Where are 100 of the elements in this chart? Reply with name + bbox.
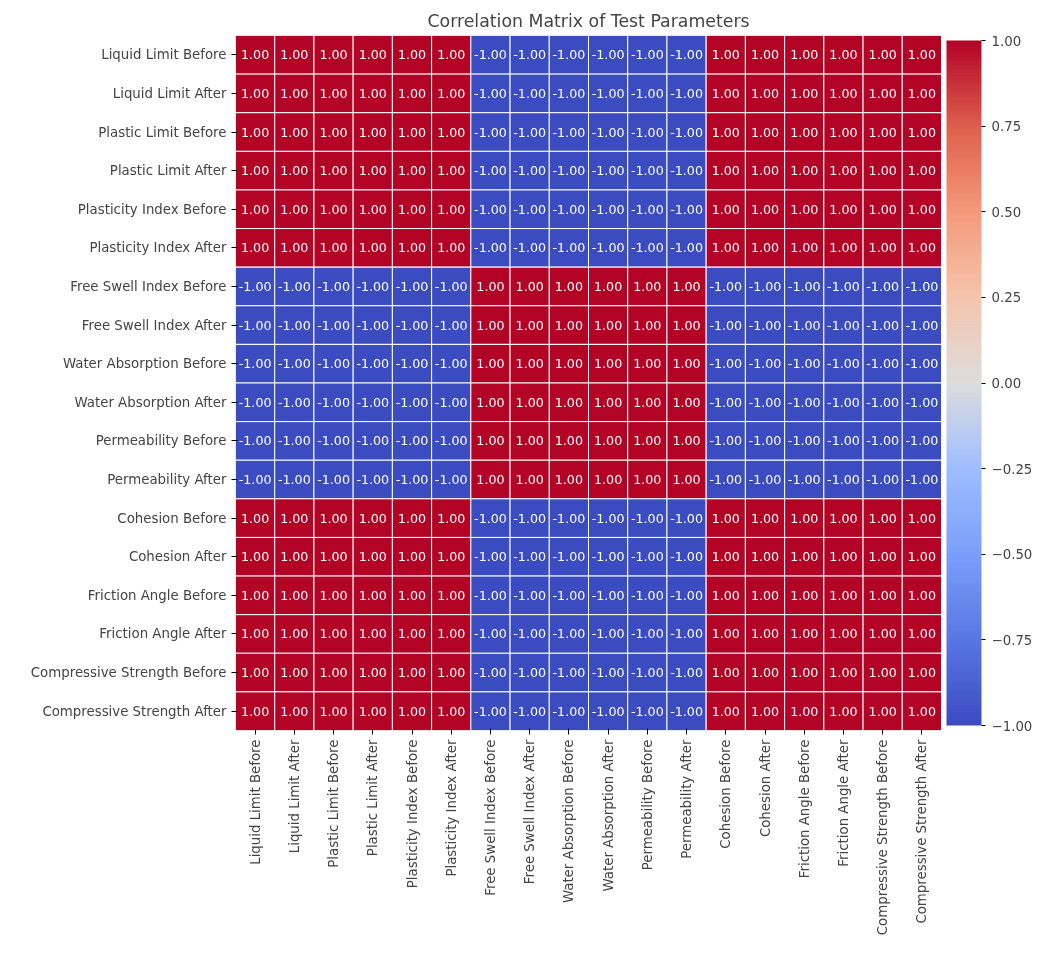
data-label: 1.00 — [750, 240, 780, 256]
color-bar-label: 0.75 — [991, 119, 1022, 135]
data-label: 1.00 — [750, 124, 780, 140]
data-label: 1.00 — [868, 240, 897, 256]
data-label: -1.00 — [630, 124, 664, 140]
data-label: 1.00 — [711, 549, 740, 565]
data-label: 1.00 — [750, 587, 780, 603]
color-bar-label: 1.00 — [991, 33, 1022, 49]
data-label: 1.00 — [750, 85, 780, 101]
y-tick-label: Friction Angle Before — [87, 587, 227, 603]
data-label: 1.00 — [397, 510, 427, 526]
data-label: 1.00 — [711, 201, 740, 217]
data-label: 1.00 — [437, 201, 466, 217]
data-label: -1.00 — [474, 201, 507, 217]
data-label: -1.00 — [866, 278, 900, 294]
data-label: 1.00 — [241, 124, 270, 140]
data-label: -1.00 — [787, 317, 821, 333]
data-label: 1.00 — [397, 626, 427, 642]
data-label: 1.00 — [750, 201, 780, 217]
data-label: -1.00 — [709, 317, 743, 333]
y-tick-label: Compressive Strength After — [42, 703, 228, 719]
data-label: -1.00 — [591, 703, 625, 719]
data-label: 1.00 — [750, 549, 780, 565]
data-label: -1.00 — [238, 356, 272, 372]
data-label: -1.00 — [434, 394, 468, 410]
x-tick-label: Plasticity Index Before — [404, 739, 420, 889]
data-label: -1.00 — [709, 394, 743, 410]
data-label: 1.00 — [594, 472, 623, 488]
data-label: -1.00 — [630, 626, 664, 642]
data-label: -1.00 — [630, 549, 664, 565]
data-label: 1.00 — [241, 626, 270, 642]
data-label: 1.00 — [476, 356, 505, 372]
data-label: 1.00 — [594, 433, 623, 449]
data-label: -1.00 — [317, 317, 350, 333]
data-label: -1.00 — [238, 317, 272, 333]
data-label: 1.00 — [241, 510, 270, 526]
data-label: 1.00 — [594, 317, 623, 333]
y-tick-label: Plastic Limit After — [109, 163, 228, 179]
data-label: -1.00 — [670, 201, 703, 217]
x-tick-label: Compressive Strength Before — [875, 739, 891, 936]
data-label: -1.00 — [277, 356, 311, 372]
data-label: 1.00 — [750, 703, 780, 719]
data-label: 1.00 — [241, 47, 270, 63]
data-label: -1.00 — [709, 472, 743, 488]
data-label: 1.00 — [672, 394, 701, 410]
data-label: -1.00 — [630, 703, 664, 719]
data-label: -1.00 — [630, 85, 664, 101]
data-label: -1.00 — [827, 317, 860, 333]
data-label: 1.00 — [868, 163, 897, 179]
y-tick-label: Friction Angle After — [99, 626, 228, 642]
data-label: -1.00 — [591, 124, 625, 140]
data-label: -1.00 — [434, 356, 468, 372]
data-label: 1.00 — [437, 587, 466, 603]
y-tick-label: Compressive Strength Before — [30, 665, 227, 681]
data-label: 1.00 — [711, 665, 740, 681]
data-label: 1.00 — [868, 587, 897, 603]
data-label: -1.00 — [317, 356, 350, 372]
data-label: 1.00 — [790, 201, 819, 217]
data-label: -1.00 — [670, 626, 703, 642]
data-label: -1.00 — [434, 317, 468, 333]
data-label: -1.00 — [591, 240, 625, 256]
data-label: 1.00 — [554, 394, 583, 410]
data-label: 1.00 — [790, 47, 819, 63]
data-label: -1.00 — [238, 394, 272, 410]
data-label: 1.00 — [476, 433, 505, 449]
y-tick-label: Plasticity Index Before — [77, 201, 227, 217]
data-label: 1.00 — [437, 703, 466, 719]
data-label: 1.00 — [907, 124, 936, 140]
data-label: 1.00 — [711, 85, 740, 101]
data-label: -1.00 — [630, 201, 664, 217]
data-label: 1.00 — [594, 278, 623, 294]
data-label: -1.00 — [317, 278, 350, 294]
data-label: -1.00 — [748, 356, 782, 372]
x-tick-label: Cohesion Before — [718, 739, 734, 849]
data-label: 1.00 — [790, 124, 819, 140]
data-label: 1.00 — [829, 510, 858, 526]
data-label: -1.00 — [787, 356, 821, 372]
data-label: 1.00 — [437, 85, 466, 101]
data-label: -1.00 — [591, 85, 625, 101]
data-label: -1.00 — [905, 472, 939, 488]
data-label: 1.00 — [790, 587, 819, 603]
data-label: 1.00 — [319, 626, 348, 642]
data-label: 1.00 — [829, 587, 858, 603]
data-label: -1.00 — [356, 433, 390, 449]
data-label: 1.00 — [907, 510, 936, 526]
data-label: -1.00 — [905, 394, 939, 410]
x-tick-label: Permeability After — [679, 738, 695, 859]
data-label: 1.00 — [280, 201, 309, 217]
data-label: 1.00 — [633, 317, 662, 333]
data-label: 1.00 — [476, 472, 505, 488]
data-label: -1.00 — [787, 394, 821, 410]
data-label: -1.00 — [552, 665, 586, 681]
data-label: -1.00 — [630, 665, 664, 681]
data-label: -1.00 — [238, 278, 272, 294]
color-bar-label: −0.75 — [991, 632, 1033, 648]
data-label: 1.00 — [515, 433, 544, 449]
data-label: 1.00 — [711, 124, 740, 140]
data-label: 1.00 — [358, 85, 387, 101]
x-tick-label: Liquid Limit After — [286, 738, 302, 854]
data-label: -1.00 — [787, 278, 821, 294]
